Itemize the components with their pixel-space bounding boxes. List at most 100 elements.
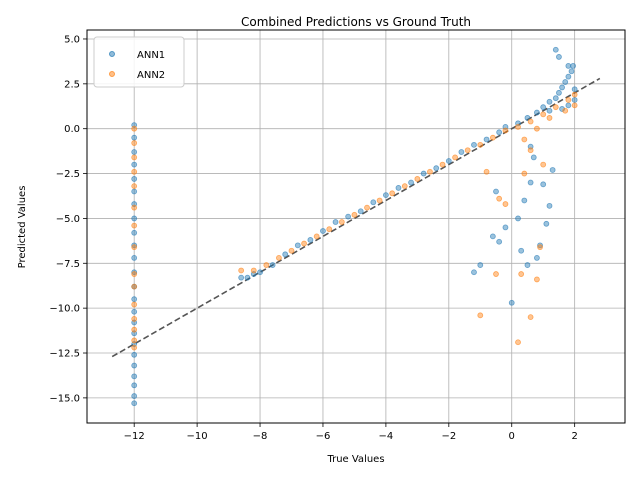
data-point-ann1 — [244, 274, 251, 281]
data-point-ann2 — [496, 195, 503, 202]
data-point-ann1 — [546, 98, 553, 105]
data-point-ann2 — [452, 154, 459, 161]
data-point-ann2 — [477, 141, 484, 148]
data-point-ann2 — [464, 147, 471, 154]
data-point-ann2 — [414, 176, 421, 182]
data-point-ann1 — [131, 362, 138, 369]
x-tick-label: −8 — [253, 431, 268, 442]
data-point-ann2 — [131, 326, 138, 333]
data-point-ann1 — [524, 262, 531, 268]
data-point-ann2 — [351, 211, 358, 218]
data-point-ann1 — [131, 229, 138, 236]
data-point-ann2 — [376, 197, 383, 204]
legend-label-ann1: ANN1 — [137, 50, 165, 61]
data-point-ann1 — [534, 255, 540, 261]
data-point-ann1 — [131, 400, 138, 407]
data-point-ann1 — [571, 97, 578, 103]
data-point-ann1 — [131, 351, 138, 358]
data-point-ann1 — [543, 220, 550, 227]
series-ann2 — [131, 91, 578, 351]
data-point-ann2 — [565, 97, 572, 103]
data-point-ann1 — [471, 269, 477, 276]
data-point-ann1 — [370, 199, 377, 206]
data-point-ann2 — [301, 240, 307, 247]
data-point-ann1 — [477, 262, 484, 268]
data-point-ann1 — [537, 242, 543, 249]
data-point-ann2 — [276, 255, 282, 261]
x-tick-label: −10 — [187, 431, 208, 442]
data-point-ann1 — [530, 154, 537, 161]
data-point-ann2 — [515, 339, 521, 346]
data-point-ann1 — [518, 247, 525, 254]
data-point-ann1 — [559, 84, 565, 91]
data-point-ann2 — [571, 102, 578, 109]
legend: ANN1 ANN2 — [93, 36, 185, 88]
data-point-ann2 — [313, 233, 320, 240]
y-tick-label: −10.0 — [49, 304, 80, 315]
data-point-ann1 — [395, 185, 402, 191]
data-point-ann2 — [389, 190, 396, 197]
data-point-ann2 — [562, 107, 569, 114]
data-point-ann2 — [131, 271, 138, 277]
data-point-ann1 — [493, 188, 499, 195]
data-point-ann1 — [496, 129, 503, 136]
data-point-ann1 — [549, 167, 556, 173]
y-tick-label: −12.5 — [49, 349, 80, 360]
data-point-ann1 — [565, 102, 572, 109]
data-point-ann2 — [477, 312, 484, 319]
data-point-ann1 — [540, 181, 547, 188]
data-point-ann2 — [534, 276, 540, 283]
data-point-ann1 — [408, 179, 414, 186]
data-point-ann2 — [502, 127, 509, 134]
data-point-ann1 — [131, 242, 138, 249]
data-point-ann2 — [540, 161, 547, 168]
data-point-ann1 — [131, 215, 138, 222]
data-point-ann1 — [131, 149, 138, 155]
data-point-ann2 — [546, 115, 553, 121]
data-point-ann2 — [263, 262, 270, 268]
data-point-ann1 — [345, 213, 352, 220]
data-point-ann2 — [401, 183, 408, 190]
data-point-ann1 — [515, 215, 521, 222]
series-ann1 — [131, 46, 578, 407]
data-point-ann2 — [502, 201, 509, 207]
data-point-ann1 — [546, 107, 553, 114]
data-point-ann2 — [131, 140, 138, 146]
data-point-ann2 — [527, 147, 534, 154]
data-point-ann1 — [559, 106, 565, 112]
data-point-ann1 — [269, 262, 276, 268]
data-point-ann1 — [420, 170, 427, 177]
data-point-ann2 — [521, 170, 528, 177]
plot-frame — [86, 29, 626, 424]
legend-label-ann2: ANN2 — [137, 70, 165, 81]
data-point-ann1 — [131, 308, 138, 315]
x-tick-label: −6 — [316, 431, 331, 442]
data-point-ann1 — [527, 179, 534, 186]
data-point-ann1 — [489, 233, 496, 240]
y-tick-label: −15.0 — [49, 393, 80, 404]
data-point-ann2 — [527, 118, 534, 125]
data-point-ann2 — [326, 226, 333, 233]
data-point-ann2 — [571, 91, 578, 98]
y-tick-label: 2.5 — [64, 79, 80, 90]
data-point-ann1 — [131, 255, 138, 261]
data-point-ann2 — [427, 168, 433, 175]
data-point-ann2 — [131, 125, 138, 132]
data-point-ann2 — [288, 247, 295, 254]
data-point-ann2 — [489, 134, 496, 141]
data-point-ann2 — [483, 168, 490, 175]
legend-marker-ann1 — [109, 51, 115, 57]
data-point-ann1 — [568, 68, 575, 75]
data-point-ann1 — [571, 86, 578, 93]
data-point-ann2 — [131, 344, 138, 351]
data-point-ann1 — [131, 269, 138, 276]
y-tick-label: −7.5 — [56, 259, 80, 270]
y-tick-label: −2.5 — [56, 169, 80, 180]
identity-reference-line — [111, 77, 601, 358]
data-point-ann1 — [562, 79, 569, 85]
data-point-ann1 — [565, 62, 572, 69]
data-point-ann1 — [332, 219, 339, 225]
data-point-ann2 — [493, 271, 499, 277]
x-tick-label: −4 — [379, 431, 394, 442]
data-point-ann2 — [552, 104, 559, 111]
